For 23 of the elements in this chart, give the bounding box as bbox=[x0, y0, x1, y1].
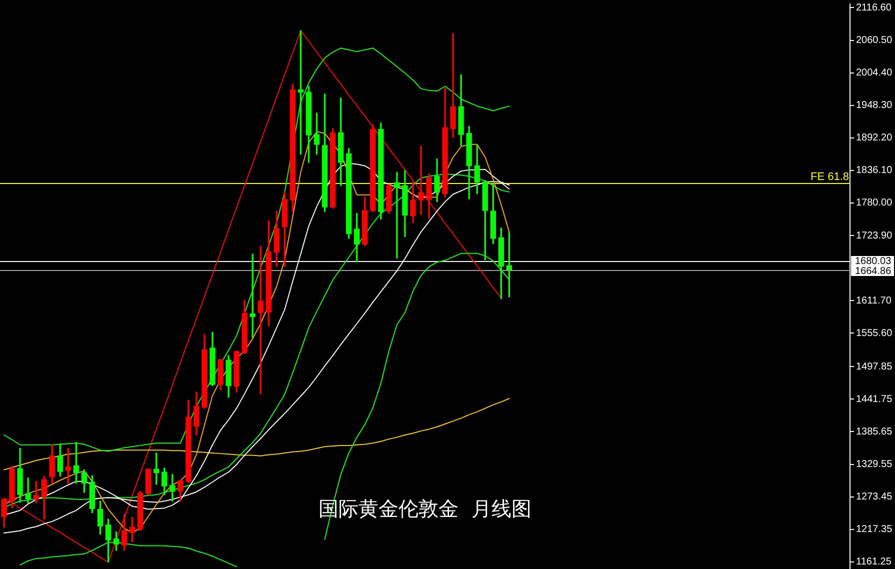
candlestick bbox=[450, 33, 456, 138]
y-tick-label: 1892.20 bbox=[856, 132, 893, 144]
y-tick-label: 1780.00 bbox=[856, 198, 893, 209]
y-tick-label: 1836.10 bbox=[856, 165, 893, 176]
ref-line-label: 1680.03 bbox=[855, 256, 892, 268]
y-tick-label: 2060.50 bbox=[856, 35, 893, 46]
y-tick-label: 1441.75 bbox=[856, 394, 893, 405]
y-tick-label: 1723.90 bbox=[856, 230, 893, 242]
ref-line-label: 1664.86 bbox=[855, 266, 892, 278]
candlestick bbox=[25, 478, 31, 504]
y-tick-label: 1161.25 bbox=[856, 556, 892, 568]
y-tick-label: 1948.30 bbox=[856, 100, 893, 112]
candlestick bbox=[418, 146, 424, 215]
y-tick-label: 1385.65 bbox=[856, 426, 893, 438]
y-tick-label: 1217.35 bbox=[856, 524, 893, 536]
ref-line-label: FE 61.8 bbox=[810, 170, 849, 183]
y-tick-label: 1611.70 bbox=[856, 295, 892, 306]
y-tick-label: 1497.85 bbox=[856, 361, 893, 372]
y-tick-label: 2004.40 bbox=[856, 68, 893, 79]
y-tick-label: 1273.45 bbox=[856, 492, 893, 503]
y-tick-label: 2116.60 bbox=[856, 2, 892, 14]
y-tick-label: 1555.60 bbox=[856, 328, 893, 339]
y-tick-label: 1329.55 bbox=[856, 459, 893, 470]
